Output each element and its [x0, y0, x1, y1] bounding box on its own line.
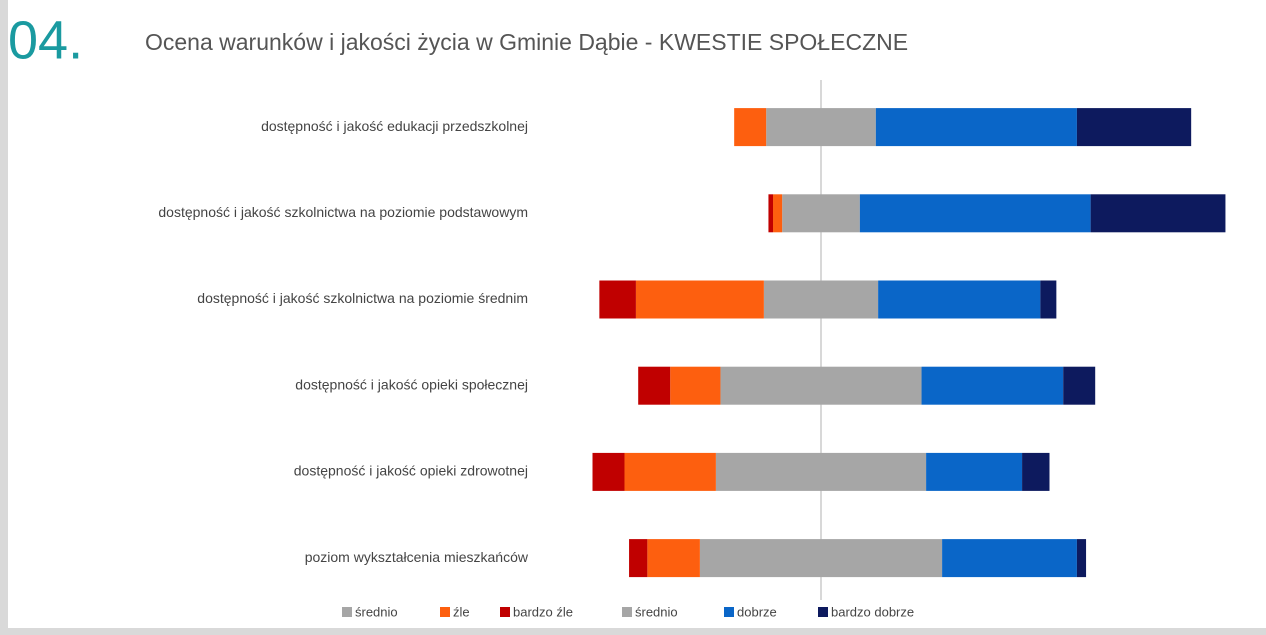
section-number: 04. — [8, 10, 83, 70]
bar-segment — [1063, 366, 1096, 405]
bar-segment — [1022, 452, 1050, 491]
bar-segment — [763, 280, 821, 319]
bar-segment — [1076, 108, 1192, 147]
bar-segment — [942, 539, 1077, 578]
legend-swatch — [342, 607, 352, 617]
legend-label: bardzo dobrze — [831, 604, 914, 619]
bar-segment — [878, 280, 1041, 319]
category-label: dostępność i jakość opieki społecznej — [295, 376, 528, 392]
bar-segment — [635, 280, 764, 319]
category-label: dostępność i jakość szkolnictwa na pozio… — [158, 204, 528, 220]
bar-segment — [1040, 280, 1057, 319]
legend-swatch — [500, 607, 510, 617]
bar-segment — [821, 108, 876, 147]
legend-label: średnio — [635, 604, 678, 619]
legend-label: średnio — [355, 604, 398, 619]
category-label: dostępność i jakość edukacji przedszkoln… — [261, 118, 528, 134]
bar-segment — [624, 452, 716, 491]
bar-segment — [926, 452, 1023, 491]
bar-segment — [638, 366, 671, 405]
bar-segment — [699, 539, 821, 578]
bar-segment — [715, 452, 821, 491]
bar-segment — [773, 194, 783, 233]
bar-segment — [921, 366, 1064, 405]
bar-segment — [1076, 539, 1087, 578]
category-label: dostępność i jakość opieki zdrowotnej — [294, 463, 528, 479]
bar-segment — [734, 108, 767, 147]
bar-segment — [768, 194, 774, 233]
bar-segment — [766, 108, 821, 147]
legend-label: źle — [453, 604, 470, 619]
legend-label: bardzo źle — [513, 604, 573, 619]
category-label: dostępność i jakość szkolnictwa na pozio… — [197, 290, 528, 306]
legend-swatch — [724, 607, 734, 617]
bar-segment — [720, 366, 821, 405]
legend-swatch — [622, 607, 632, 617]
category-label: poziom wykształcenia mieszkańców — [305, 549, 529, 565]
bar-segment — [821, 280, 879, 319]
bar-segment — [1090, 194, 1226, 233]
bar-segment — [821, 194, 860, 233]
bar-segment — [647, 539, 700, 578]
legend-swatch — [440, 607, 450, 617]
bar-segment — [782, 194, 821, 233]
chart-title: Ocena warunków i jakości życia w Gminie … — [145, 29, 908, 55]
bar-segment — [859, 194, 1091, 233]
bar-segment — [670, 366, 721, 405]
legend-label: dobrze — [737, 604, 777, 619]
bar-segment — [821, 452, 927, 491]
bar-segment — [599, 280, 636, 319]
bar-segment — [592, 452, 625, 491]
legend-swatch — [818, 607, 828, 617]
bar-segment — [629, 539, 648, 578]
bar-segment — [821, 366, 922, 405]
bar-segment — [821, 539, 943, 578]
bar-segment — [875, 108, 1077, 147]
